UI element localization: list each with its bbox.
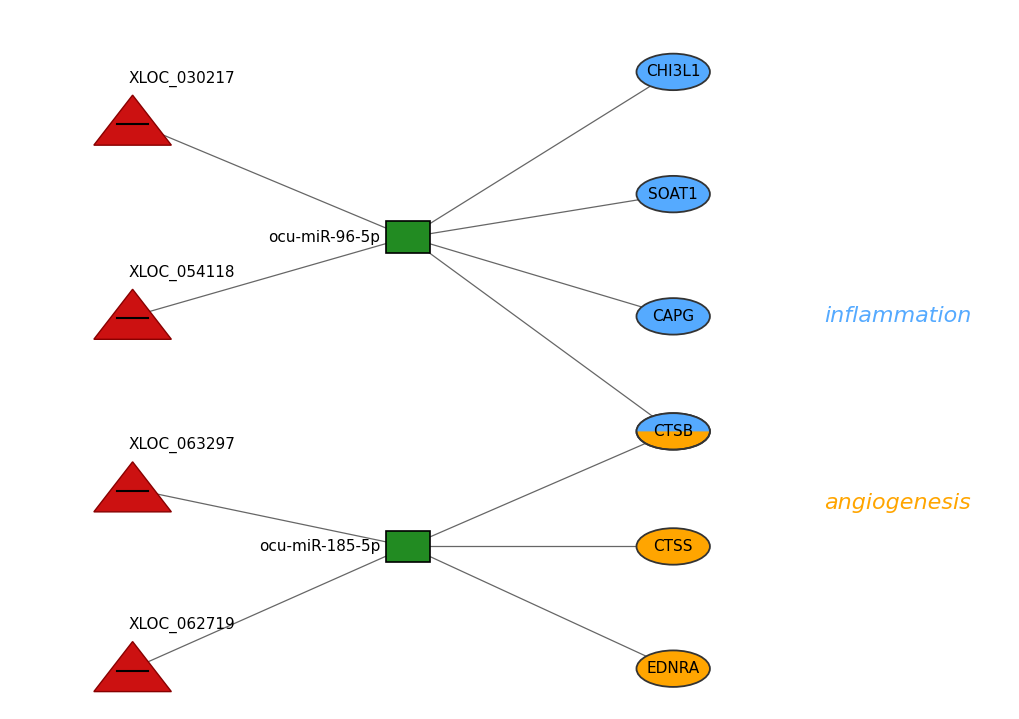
Text: EDNRA: EDNRA [646,661,699,676]
Polygon shape [94,95,171,145]
Ellipse shape [636,413,709,449]
Polygon shape [94,462,171,512]
Text: angiogenesis: angiogenesis [823,493,970,513]
Ellipse shape [636,54,709,90]
Text: XLOC_062719: XLOC_062719 [128,617,235,633]
Text: XLOC_030217: XLOC_030217 [128,70,235,87]
Ellipse shape [636,528,709,564]
Text: inflammation: inflammation [823,306,970,326]
Polygon shape [94,289,171,339]
FancyBboxPatch shape [385,221,430,253]
Ellipse shape [636,176,709,212]
Ellipse shape [636,298,709,334]
Text: ocu-miR-96-5p: ocu-miR-96-5p [268,230,380,244]
Text: CHI3L1: CHI3L1 [645,65,700,79]
Polygon shape [636,413,709,431]
Text: XLOC_054118: XLOC_054118 [128,265,235,281]
Text: CAPG: CAPG [651,309,694,324]
Ellipse shape [636,651,709,687]
Text: SOAT1: SOAT1 [648,187,697,201]
FancyBboxPatch shape [385,531,430,562]
Polygon shape [94,641,171,692]
Text: ocu-miR-185-5p: ocu-miR-185-5p [259,539,380,554]
Text: CTSS: CTSS [653,539,692,554]
Text: CTSB: CTSB [652,424,693,439]
Text: XLOC_063297: XLOC_063297 [128,437,235,454]
